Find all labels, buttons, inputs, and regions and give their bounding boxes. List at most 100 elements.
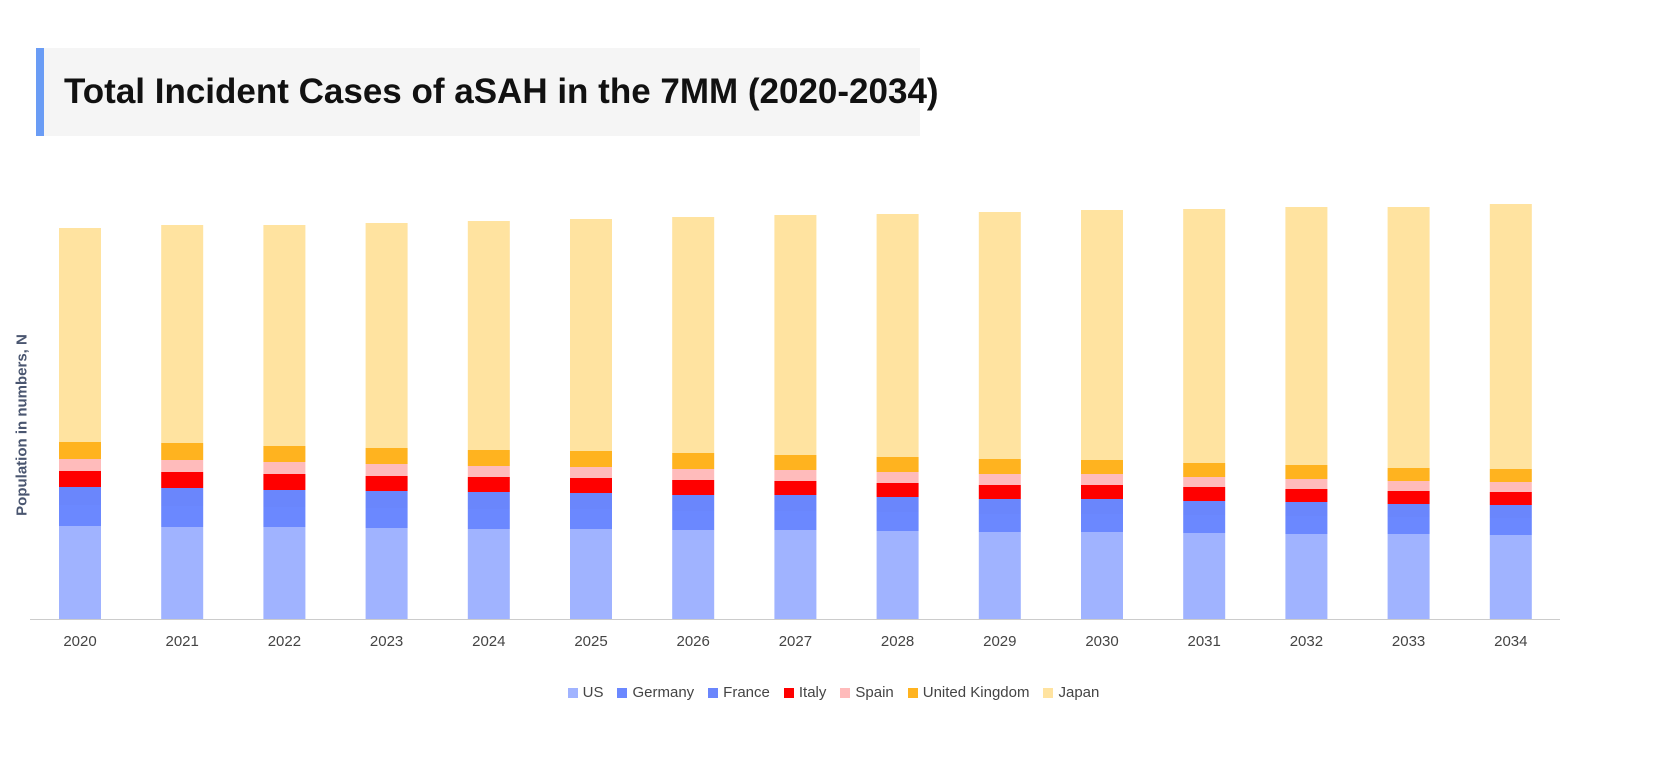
x-tick-label: 2028 [881,633,914,650]
bar-segment-us-2034 [1489,535,1532,619]
legend-label: Japan [1058,684,1100,701]
bar-segment-us-2021 [161,527,204,619]
x-tick-label: 2032 [1290,633,1323,650]
legend-label: Italy [798,684,827,701]
bar-segment-us-2026 [672,530,715,619]
bar-segment-us-2020 [59,526,101,619]
bar-segment-japan-2029 [978,212,1021,459]
bar-segment-italy-2027 [774,481,817,495]
bar-segment-spain-2034 [1489,482,1532,492]
bar-segment-united-kingdom-2025 [570,451,612,467]
x-tick-label: 2021 [166,633,199,650]
x-tick-label: 2030 [1085,633,1118,650]
legend-item: United Kingdom [907,684,1030,701]
bar-segment-italy-2020 [59,471,101,487]
x-tick-label: 2025 [574,633,607,650]
legend-item: France [708,684,770,701]
bar-segment-united-kingdom-2021 [161,443,204,460]
bar-segment-spain-2029 [978,474,1021,485]
bar-segment-japan-2027 [774,215,817,455]
bar-segment-spain-2022 [263,462,306,474]
bar-segment-italy-2033 [1387,491,1430,504]
bar-segment-united-kingdom-2028 [876,457,919,472]
bar-segment-france-2023 [365,491,408,508]
bar-segment-japan-2023 [365,223,408,448]
legend-swatch [708,687,719,698]
bar-segment-france-2024 [467,492,510,509]
bar-segment-france-2027 [774,495,817,511]
bar-segment-japan-2021 [161,225,204,443]
bar-segment-germany-2020 [59,505,101,526]
bar-segment-france-2020 [59,487,101,505]
bar-segment-italy-2032 [1285,489,1328,502]
bar-segment-united-kingdom-2024 [467,450,510,466]
bar-segment-japan-2031 [1183,209,1226,463]
bar-segment-us-2028 [876,531,919,619]
bar-segment-italy-2030 [1081,485,1123,499]
legend-swatch [907,687,918,698]
x-tick-label: 2033 [1392,633,1425,650]
x-tick-label: 2034 [1494,633,1527,650]
bar-segment-us-2031 [1183,533,1226,619]
bar-segment-us-2027 [774,530,817,619]
bar-segment-japan-2026 [672,217,715,453]
bar-segment-germany-2034 [1489,518,1532,535]
bar-segment-spain-2021 [161,460,204,472]
bar-segment-france-2026 [672,495,715,511]
bar-segment-italy-2029 [978,485,1021,499]
bar-segment-italy-2024 [467,477,510,492]
bar-segment-spain-2032 [1285,479,1328,489]
bar-segment-japan-2022 [263,225,306,446]
legend-item: Japan [1043,684,1099,701]
x-tick-label: 2029 [983,633,1016,650]
bar-segment-france-2021 [161,488,204,506]
bar-segment-france-2022 [263,490,306,507]
bar-segment-germany-2022 [263,507,306,527]
bar-segment-us-2032 [1285,534,1328,619]
title-accent-bar [36,48,44,136]
legend-label: Spain [855,684,894,701]
bar-segment-united-kingdom-2023 [365,448,408,464]
legend-swatch [840,687,851,698]
legend-swatch [783,687,794,698]
bar-segment-united-kingdom-2022 [263,446,306,462]
bar-segment-germany-2028 [876,512,919,531]
bar-segment-united-kingdom-2032 [1285,465,1328,479]
x-tick-label: 2023 [370,633,403,650]
bar-segment-spain-2027 [774,470,817,481]
bar-segment-germany-2030 [1081,514,1123,532]
bar-segment-united-kingdom-2030 [1081,460,1123,474]
bar-segment-spain-2031 [1183,477,1226,487]
bar-segment-japan-2025 [570,219,612,451]
legend-label: France [723,684,770,701]
bar-segment-germany-2021 [161,506,204,527]
x-tick-label: 2022 [268,633,301,650]
legend-label: United Kingdom [922,684,1030,701]
bar-segment-italy-2034 [1489,492,1532,505]
x-tick-label: 2020 [63,633,96,650]
bar-segment-us-2022 [263,527,306,619]
bar-segment-united-kingdom-2027 [774,455,817,470]
bar-segment-us-2024 [467,529,510,619]
bar-segment-japan-2033 [1387,207,1430,468]
legend-label: US [582,684,604,701]
bar-segment-italy-2031 [1183,487,1226,501]
bar-segment-united-kingdom-2034 [1489,469,1532,482]
x-tick-label: 2024 [472,633,505,650]
bar-segment-us-2033 [1387,534,1430,619]
bar-segment-us-2025 [570,529,612,619]
bar-segment-united-kingdom-2020 [59,442,101,459]
bar-segment-spain-2030 [1081,474,1123,485]
bar-segment-united-kingdom-2026 [672,453,715,469]
bar-segment-france-2030 [1081,499,1123,514]
chart-title: Total Incident Cases of aSAH in the 7MM … [64,72,939,111]
bar-segment-germany-2026 [672,511,715,530]
legend-item: US [567,684,604,701]
bar-segment-france-2028 [876,497,919,512]
bar-segment-france-2031 [1183,501,1226,515]
bar-segment-germany-2032 [1285,516,1328,534]
bar-segment-spain-2033 [1387,481,1430,491]
bar-segment-spain-2023 [365,464,408,476]
legend-label: Germany [632,684,695,701]
